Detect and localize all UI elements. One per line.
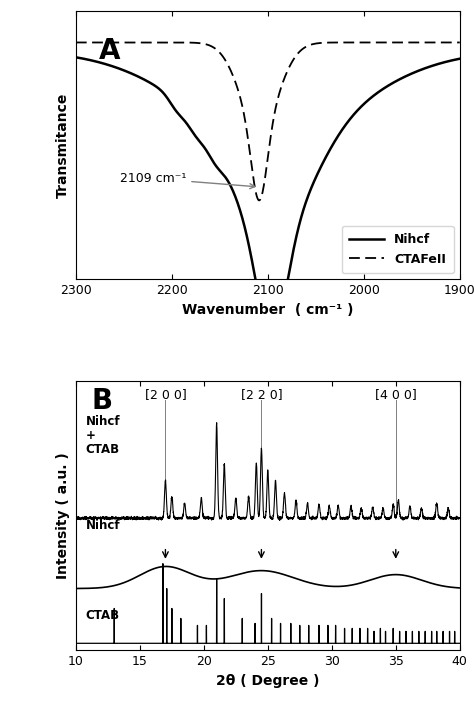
CTAFeII <box>380 38 385 46</box>
CTAFeII <box>228 67 234 76</box>
Text: 2096 cm⁻¹: 2096 cm⁻¹ <box>0 702 1 703</box>
X-axis label: Wavenumber  ( cm⁻¹ ): Wavenumber ( cm⁻¹ ) <box>182 303 354 317</box>
Text: CTAB: CTAB <box>85 609 119 622</box>
Nihcf <box>242 224 248 233</box>
Legend: Nihcf, CTAFeII: Nihcf, CTAFeII <box>342 226 454 273</box>
Text: B: B <box>91 387 112 415</box>
Nihcf <box>112 63 118 71</box>
CTAFeII <box>112 38 118 46</box>
Text: [4 0 0]: [4 0 0] <box>375 389 417 401</box>
CTAFeII <box>457 38 463 46</box>
Nihcf <box>457 55 463 63</box>
Y-axis label: Intensity ( a.u. ): Intensity ( a.u. ) <box>56 453 70 579</box>
Nihcf <box>337 129 343 137</box>
Nihcf <box>373 90 378 98</box>
Line: CTAFeII: CTAFeII <box>76 42 460 200</box>
Text: 2109 cm⁻¹: 2109 cm⁻¹ <box>120 172 255 188</box>
CTAFeII <box>337 38 343 46</box>
Text: Nihcf: Nihcf <box>85 519 120 531</box>
Nihcf <box>269 333 274 341</box>
Line: Nihcf: Nihcf <box>76 58 460 337</box>
Text: [2 0 0]: [2 0 0] <box>145 389 186 401</box>
Nihcf <box>380 85 385 93</box>
X-axis label: 2θ ( Degree ): 2θ ( Degree ) <box>216 673 319 688</box>
CTAFeII <box>256 196 262 205</box>
Text: [2 2 0]: [2 2 0] <box>241 389 282 401</box>
CTAFeII <box>242 115 248 124</box>
CTAFeII <box>373 38 378 46</box>
Text: Nihcf
+
CTAB: Nihcf + CTAB <box>85 415 120 456</box>
CTAFeII <box>73 38 79 46</box>
Y-axis label: Transmitance: Transmitance <box>56 92 70 198</box>
Nihcf <box>73 53 79 62</box>
Nihcf <box>228 183 234 191</box>
Text: A: A <box>99 37 120 65</box>
